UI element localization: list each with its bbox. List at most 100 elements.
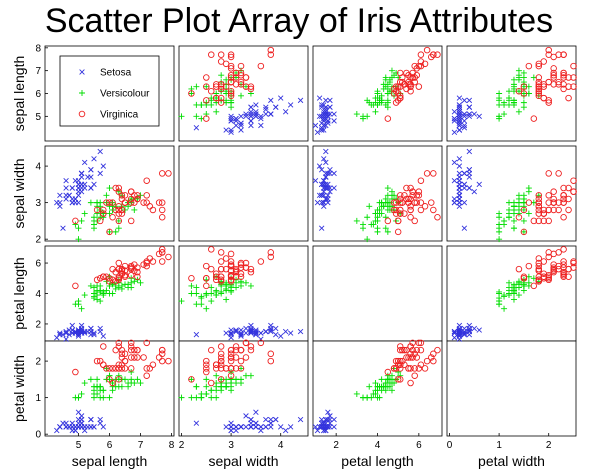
point-versicolour-18-r1c2 bbox=[384, 228, 391, 235]
point-virginica-46-r3c0 bbox=[115, 361, 123, 369]
point-setosa-18-r0c3 bbox=[461, 97, 468, 104]
point-virginica-18-r3c1 bbox=[207, 346, 215, 354]
point-setosa-48-r3c0 bbox=[85, 424, 91, 430]
point-virginica-44-r0c3 bbox=[570, 74, 577, 81]
point-versicolour-30-r2c3 bbox=[501, 293, 508, 300]
point-virginica-42-r1c2 bbox=[396, 210, 404, 217]
point-setosa-38-r1c2 bbox=[318, 199, 325, 206]
point-virginica-46-r3c2 bbox=[394, 361, 402, 369]
point-setosa-15-r0c3 bbox=[466, 97, 473, 104]
point-versicolour-28-r1c0 bbox=[106, 203, 113, 210]
ylabel-petal-width: petal width bbox=[11, 355, 27, 422]
point-virginica-45-r1c3 bbox=[560, 199, 567, 206]
point-versicolour-29-r3c1 bbox=[208, 394, 215, 401]
point-virginica-44-r0c2 bbox=[409, 74, 416, 81]
point-virginica-33-r1c3 bbox=[520, 206, 528, 214]
point-virginica-18-r2c0 bbox=[158, 246, 166, 253]
legend-marker-virginica bbox=[78, 110, 86, 118]
point-versicolour-36-r2c1 bbox=[233, 279, 240, 286]
point-virginica-45-r3c0 bbox=[127, 346, 135, 354]
point-setosa-35-r0c2 bbox=[316, 113, 323, 120]
point-virginica-4-r3c2 bbox=[411, 350, 418, 358]
point-virginica-38-r1c2 bbox=[390, 199, 398, 206]
point-setosa-32-r0c1 bbox=[282, 109, 289, 115]
point-setosa-40-r2c1 bbox=[253, 331, 259, 338]
point-setosa-31-r0c3 bbox=[466, 104, 473, 110]
point-virginica-15-r3c2 bbox=[401, 346, 408, 354]
point-versicolour-10-r2c1 bbox=[178, 298, 185, 305]
point-versicolour-47-r2c1 bbox=[223, 285, 230, 292]
point-versicolour-49-r0c2 bbox=[376, 97, 383, 104]
point-versicolour-0-r2c0 bbox=[137, 279, 144, 286]
point-versicolour-48-r0c2 bbox=[353, 111, 360, 118]
point-virginica-42-r0c2 bbox=[396, 94, 404, 102]
point-setosa-47-r1c0 bbox=[63, 192, 69, 199]
point-virginica-33-r1c0 bbox=[115, 206, 123, 214]
point-virginica-7-r2c1 bbox=[222, 255, 230, 262]
point-setosa-23-r3c1 bbox=[243, 413, 249, 419]
point-versicolour-20-r1c0 bbox=[103, 192, 110, 199]
point-virginica-10-r2c1 bbox=[237, 273, 245, 281]
point-virginica-49-r0c1 bbox=[227, 92, 235, 100]
point-versicolour-27-r0c2 bbox=[395, 74, 402, 81]
point-virginica-43-r3c2 bbox=[413, 346, 421, 354]
point-virginica-17-r1c3 bbox=[555, 170, 562, 177]
point-virginica-20-r1c2 bbox=[409, 192, 416, 199]
point-virginica-5-r2c0 bbox=[155, 250, 163, 258]
point-virginica-13-r0c1 bbox=[203, 97, 210, 104]
point-virginica-6-r0c2 bbox=[384, 115, 392, 122]
point-setosa-34-r0c1 bbox=[233, 115, 239, 122]
point-versicolour-35-r3c0 bbox=[106, 372, 113, 379]
point-versicolour-49-r2c1 bbox=[218, 288, 225, 295]
point-virginica-36-r1c2 bbox=[407, 184, 414, 192]
point-versicolour-31-r0c3 bbox=[496, 101, 503, 108]
point-versicolour-36-r1c0 bbox=[128, 195, 135, 202]
point-virginica-34-r1c3 bbox=[515, 213, 523, 221]
point-virginica-25-r1c2 bbox=[415, 192, 423, 199]
point-setosa-48-r3c1 bbox=[263, 424, 269, 430]
point-versicolour-48-r0c3 bbox=[501, 111, 508, 118]
point-virginica-48-r1c2 bbox=[403, 184, 410, 192]
point-virginica-32-r2c1 bbox=[217, 265, 225, 273]
point-virginica-9-r0c1 bbox=[257, 62, 265, 70]
point-versicolour-40-r1c0 bbox=[90, 214, 97, 221]
ytick-label-petal-width-0: 0 bbox=[35, 430, 41, 441]
point-versicolour-33-r1c0 bbox=[106, 210, 113, 217]
point-virginica-33-r2c3 bbox=[520, 273, 528, 281]
point-virginica-17-r0c1 bbox=[267, 51, 275, 58]
point-virginica-48-r3c0 bbox=[112, 346, 119, 354]
point-virginica-14-r1c3 bbox=[565, 206, 572, 214]
point-virginica-10-r3c2 bbox=[396, 357, 404, 365]
point-virginica-13-r3c1 bbox=[203, 357, 210, 365]
point-setosa-48-r2c0 bbox=[85, 328, 91, 335]
point-setosa-36-r2c0 bbox=[91, 331, 97, 338]
point-versicolour-26-r3c0 bbox=[131, 380, 138, 387]
point-virginica-27-r0c3 bbox=[535, 87, 543, 95]
point-virginica-27-r2c0 bbox=[109, 276, 116, 284]
page-title: Scatter Plot Array of Iris Attributes bbox=[44, 2, 554, 40]
point-virginica-35-r0c3 bbox=[560, 51, 567, 58]
point-virginica-11-r1c2 bbox=[401, 210, 408, 217]
point-virginica-29-r2c3 bbox=[525, 262, 533, 270]
point-virginica-41-r0c3 bbox=[560, 69, 567, 77]
point-versicolour-37-r3c1 bbox=[193, 383, 200, 390]
point-versicolour-42-r1c2 bbox=[374, 214, 381, 221]
point-virginica-31-r3c0 bbox=[165, 357, 172, 365]
point-virginica-44-r2c0 bbox=[127, 264, 135, 271]
point-versicolour-27-r2c3 bbox=[530, 275, 537, 282]
point-virginica-19-r1c3 bbox=[520, 228, 528, 236]
point-setosa-18-r0c2 bbox=[327, 97, 333, 104]
point-versicolour-31-r2c1 bbox=[198, 295, 205, 302]
point-setosa-14-r2c1 bbox=[277, 333, 284, 339]
point-versicolour-36-r3c1 bbox=[233, 376, 240, 383]
point-versicolour-48-r2c1 bbox=[203, 305, 210, 312]
point-setosa-40-r1c2 bbox=[318, 181, 325, 188]
point-versicolour-31-r0c2 bbox=[368, 101, 375, 108]
point-setosa-14-r1c2 bbox=[316, 163, 323, 169]
point-setosa-37-r2c1 bbox=[258, 330, 264, 336]
point-setosa-43-r2c3 bbox=[476, 327, 482, 333]
point-versicolour-42-r1c3 bbox=[506, 214, 513, 221]
point-setosa-24-r3c2 bbox=[331, 424, 337, 430]
point-setosa-43-r1c2 bbox=[325, 181, 331, 188]
point-virginica-17-r2c1 bbox=[267, 249, 275, 256]
